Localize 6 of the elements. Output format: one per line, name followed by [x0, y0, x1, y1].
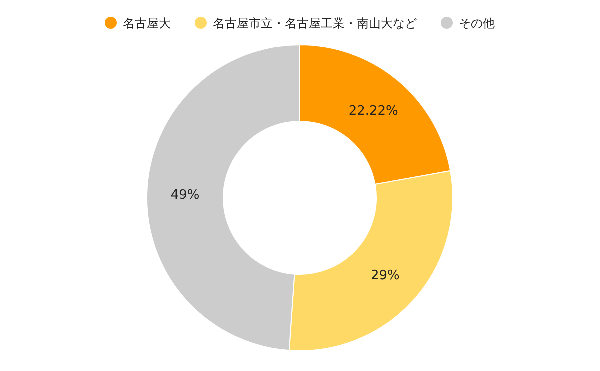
- data-label: 49%: [170, 188, 200, 204]
- data-label: 22.22%: [348, 104, 398, 119]
- legend-label: 名古屋市立・名古屋工業・南山大など: [213, 16, 417, 30]
- legend-label: 名古屋大: [123, 16, 171, 30]
- legend-label: その他: [459, 16, 495, 30]
- data-label: 29%: [370, 268, 400, 284]
